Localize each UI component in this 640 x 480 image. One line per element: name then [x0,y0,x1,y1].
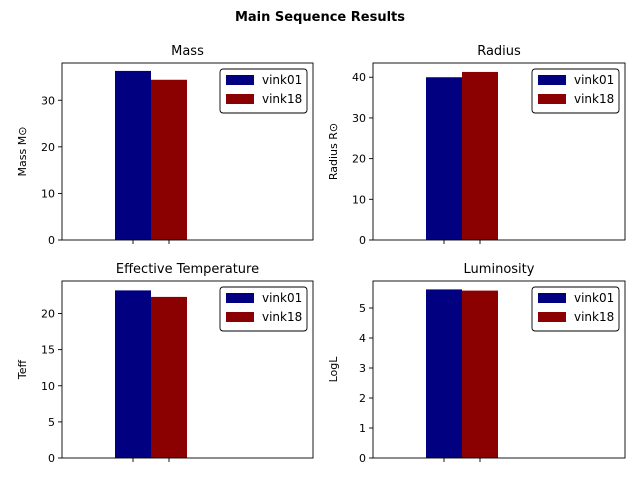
legend-swatch-vink18 [538,94,566,104]
y-tick-label: 0 [359,452,366,465]
subplot-3: Effective Temperature05101520Teffvink01v… [16,262,314,465]
legend: vink01 vink18 [219,68,308,114]
y-tick-label: 20 [41,141,55,154]
bar-vink01 [115,70,151,240]
y-tick-label: 20 [352,153,366,166]
legend-label-vink01: vink01 [262,291,302,305]
legend-label-vink18: vink18 [574,92,614,106]
axes-frame [372,62,626,241]
subplot-1: Mass 0 10 20 30 Mass M⊙ vink01 vink18 [16,44,314,247]
legend-swatch-vink01 [538,75,566,85]
legend-label-vink01: vink01 [574,73,614,87]
bar-vink18 [151,79,187,240]
subplot-title: Mass [171,44,204,59]
legend: vink01 vink18 [219,286,308,332]
y-tick-label: 2 [359,392,366,405]
legend: vink01 vink18 [531,286,620,332]
y-tick-label: 0 [48,452,55,465]
y-axis-label: Mass M⊙ [16,127,29,177]
y-tick-label: 5 [48,416,55,429]
bar-vink01 [426,289,462,458]
subplot-title: Effective Temperature [116,262,259,277]
y-tick-label: 0 [48,234,55,247]
y-tick-label: 3 [359,362,366,375]
subplot-title: Luminosity [464,262,535,277]
y-tick-label: 10 [352,193,366,206]
subplot-4: Luminosity 0 1 2 3 4 5 LogL vink01 vink18 [327,262,626,465]
y-tick-label: 0 [359,234,366,247]
bar-vink18 [462,71,498,240]
legend-swatch-vink01 [226,75,254,85]
legend-label-vink01: vink01 [262,73,302,87]
subplot-title: Radius [477,44,521,59]
y-axis-label: Teff [16,359,29,380]
legend-label-vink18: vink18 [574,310,614,324]
legend-swatch-vink18 [226,94,254,104]
bar-vink18 [462,290,498,458]
bar-vink18 [151,296,187,458]
subplot-2: Radius 0 10 20 30 40 Radius R⊙ vink01 vink18 [327,44,626,247]
y-tick-label: 40 [352,71,366,84]
axes-frame [372,280,626,459]
legend: vink01 vink18 [531,68,620,114]
y-tick-label: 20 [41,308,55,321]
y-axis-label: Radius R⊙ [327,123,340,180]
figure-title: Main Sequence Results [235,10,405,25]
y-tick-label: 4 [359,332,366,345]
legend-swatch-vink01 [538,293,566,303]
legend-label-vink01: vink01 [574,291,614,305]
bar-vink01 [426,77,462,240]
legend-swatch-vink01 [226,293,254,303]
axes-frame [61,62,314,241]
legend-swatch-vink18 [226,312,254,322]
y-tick-label: 10 [41,187,55,200]
legend-label-vink18: vink18 [262,92,302,106]
y-tick-label: 5 [359,302,366,315]
y-tick-label: 30 [41,94,55,107]
y-tick-label: 15 [41,344,55,357]
y-tick-label: 30 [352,112,366,125]
legend-swatch-vink18 [538,312,566,322]
y-tick-label: 1 [359,422,366,435]
legend-label-vink18: vink18 [262,310,302,324]
axes-frame [61,280,314,459]
bar-vink01 [115,290,151,458]
y-tick-label: 10 [41,380,55,393]
y-axis-label: LogL [327,356,340,383]
